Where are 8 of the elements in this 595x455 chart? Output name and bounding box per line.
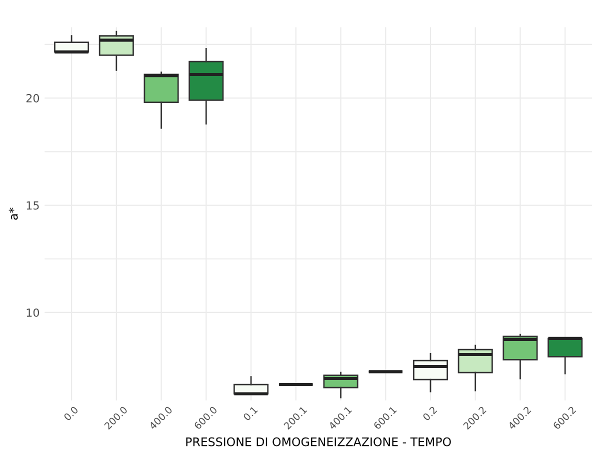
y-axis-title: a* [8, 208, 18, 220]
x-tick-label: 0.1 [242, 406, 258, 422]
x-tick-label: 0.2 [422, 406, 438, 422]
y-tick-label: 10 [26, 308, 40, 317]
y-tick-label: 20 [26, 94, 40, 102]
x-axis-title: PRESSIONE DI OMOGENEIZZAZIONE - TEMPO [186, 437, 451, 446]
y-tick-label: 15 [26, 201, 39, 210]
x-tick-label: 0.0 [63, 406, 79, 422]
